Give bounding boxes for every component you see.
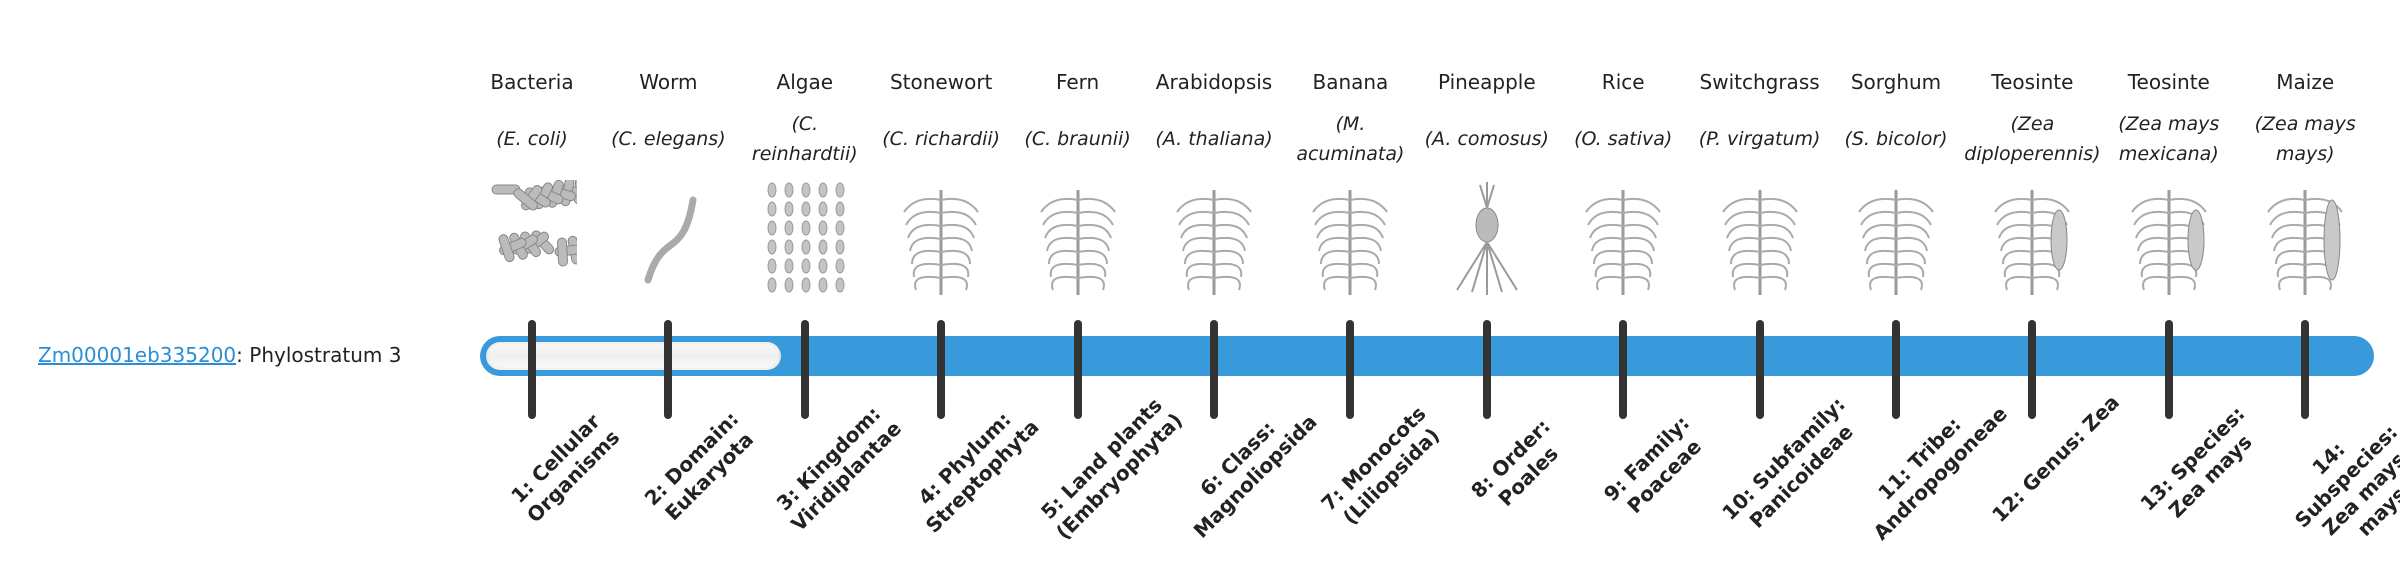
organism-common-name: Switchgrass: [1699, 70, 1820, 94]
stratum-tick: [937, 320, 946, 419]
organism-common-name: Fern: [1055, 70, 1100, 94]
algae-image: [767, 182, 845, 293]
maize-image: [2267, 190, 2344, 295]
phylostratum-bar: [480, 336, 2374, 376]
organism-species: (C. reinhardtii): [751, 113, 858, 165]
organism-common-name: Arabidopsis: [1155, 70, 1273, 94]
stratum-tick: [2164, 320, 2173, 419]
stratum-tick: [2301, 320, 2310, 419]
organism-column: Fern (C. braunii): [1010, 62, 1146, 298]
stratum-tick: [1346, 320, 1355, 419]
organism-species: (P. virgatum): [1698, 128, 1821, 150]
organism-column: Teosinte (Zea mays mexicana): [2101, 62, 2237, 298]
organism-common-name: Algae: [776, 70, 834, 94]
arabidopsis-image: [1176, 190, 1252, 295]
teosinte-image: [2130, 190, 2207, 295]
banana-image: [1312, 190, 1389, 295]
organism-common-name: Maize: [2276, 70, 2335, 94]
stratum-tick: [800, 320, 809, 419]
stratum-label: 1: Cellular Organisms: [506, 409, 625, 528]
stratum-tick: [664, 320, 673, 419]
pineapple-image: [1455, 182, 1518, 295]
bacteria-image: [491, 180, 577, 267]
organism-column: Rice (O. sativa): [1555, 62, 1691, 298]
organism-column: Arabidopsis (A. thaliana): [1146, 62, 1282, 298]
organism-species: (C. braunii): [1024, 128, 1131, 150]
stratum-tick: [1210, 320, 1218, 419]
organism-common-name: Pineapple: [1437, 70, 1536, 94]
stratum-label: 14: Subspecies: Zea mays mays: [2290, 419, 2400, 541]
organism-column: Stonewort (C. richardii): [873, 62, 1009, 298]
stratum-label: 10: Subfamily: Panicoideae: [1716, 392, 1858, 533]
organism-species: (M. acuminata): [1296, 113, 1405, 165]
phylostratum-text: : Phylostratum 3: [236, 343, 402, 367]
organism-common-name: Rice: [1601, 70, 1645, 94]
switchgrass-image: [1721, 190, 1798, 295]
stonewort-image: [903, 190, 980, 295]
rice-image: [1585, 190, 1662, 295]
organism-species: (E. coli): [496, 128, 568, 150]
organism-column: Pineapple (A. comosus): [1419, 62, 1555, 298]
gene-link[interactable]: Zm00001eb335200: [38, 343, 237, 367]
organism-common-name: Teosinte: [1991, 70, 2074, 94]
organism-column: Teosinte (Zea diploperennis): [1964, 62, 2101, 298]
organism-column: Bacteria (E. coli): [464, 62, 600, 298]
organism-common-name: Banana: [1312, 70, 1389, 94]
organism-column: Switchgrass (P. virgatum): [1692, 62, 1828, 298]
stratum-label: 6: Class: Magnoliopsida: [1188, 409, 1322, 543]
organism-column: Sorghum (S. bicolor): [1828, 62, 1964, 298]
stratum-tick: [1073, 320, 1082, 419]
organism-common-name: Bacteria: [490, 70, 574, 94]
organism-common-name: Stonewort: [889, 70, 993, 94]
stratum-tick: [528, 320, 536, 419]
organism-species: (Zea diploperennis): [1964, 113, 2101, 165]
organism-species: (O. sativa): [1574, 128, 1673, 150]
organism-species: (A. thaliana): [1155, 128, 1273, 150]
organism-column: Algae (C. reinhardtii): [737, 62, 873, 298]
fern-image: [1039, 190, 1116, 295]
organism-species: (A. comosus): [1424, 128, 1549, 150]
stratum-tick: [2028, 320, 2037, 419]
organism-column: Worm (C. elegans): [600, 62, 736, 298]
organism-species: (Zea mays mays): [2254, 113, 2356, 165]
stratum-label: 8: Order: Poales: [1465, 414, 1563, 511]
organism-species: (S. bicolor): [1844, 128, 1948, 150]
organism-common-name: Worm: [639, 70, 698, 94]
stratum-tick: [1619, 320, 1628, 419]
organism-species: (C. elegans): [611, 128, 726, 150]
organism-species: (C. richardii): [882, 128, 1001, 150]
organism-column: Maize (Zea mays mays): [2237, 62, 2373, 298]
stratum-label: 3: Kingdom: Viridiplantae: [771, 401, 906, 537]
organism-column: Banana (M. acuminata): [1282, 62, 1418, 298]
worm-image: [644, 196, 697, 284]
stratum-label: 12: Genus: Zea: [1987, 390, 2125, 527]
organism-common-name: Sorghum: [1850, 70, 1942, 94]
stratum-label: 2: Domain: Eukaryota: [640, 406, 759, 526]
stratum-label: 13: Species: Zea mays: [2135, 401, 2257, 523]
stratum-tick: [1482, 320, 1491, 419]
stratum-label: 7: Monocots (Liliopsida): [1316, 401, 1445, 530]
gene-label: Zm00001eb335200: Phylostratum 3: [38, 343, 401, 367]
teosinte-image: [1994, 190, 2071, 295]
stratum-tick: [1892, 320, 1900, 419]
stratum-label: 9: Family: Poaceae: [1599, 410, 1707, 519]
stratum-label: 5: Land plants (Embryophyta): [1035, 393, 1187, 545]
sorghum-image: [1858, 190, 1934, 295]
stratum-label: 4: Phylum: Streptophyta: [913, 407, 1044, 538]
stratum-tick: [1755, 320, 1764, 419]
organism-common-name: Teosinte: [2127, 70, 2210, 94]
organism-species: (Zea mays mexicana): [2118, 113, 2220, 165]
stratum-label: 11: Tribe: Andropogoneae: [1868, 401, 2012, 545]
